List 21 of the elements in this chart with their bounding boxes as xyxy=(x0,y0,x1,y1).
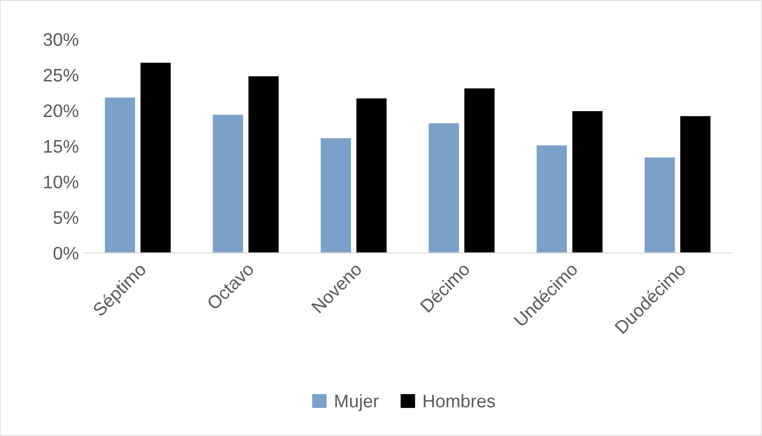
bar xyxy=(428,123,459,253)
bar xyxy=(464,88,495,253)
y-tick-label: 20% xyxy=(44,104,78,118)
bar xyxy=(104,98,136,253)
bar xyxy=(140,62,171,253)
legend-label: Mujer xyxy=(335,394,379,412)
y-tick-label: 15% xyxy=(44,140,78,153)
bar xyxy=(680,116,710,253)
y-tick-label: 10% xyxy=(44,176,78,188)
bar xyxy=(536,145,567,253)
y-tick-label: 25% xyxy=(44,68,78,82)
y-tick-label: 0% xyxy=(54,246,78,260)
legend-label: Hombres xyxy=(424,394,495,408)
bar xyxy=(572,111,603,253)
bar xyxy=(644,157,675,253)
bar xyxy=(212,114,244,253)
y-tick-label: 5% xyxy=(54,211,78,224)
bar xyxy=(356,98,387,253)
y-tick-label: 30% xyxy=(44,33,78,46)
bar xyxy=(248,76,279,253)
bar xyxy=(320,138,351,253)
